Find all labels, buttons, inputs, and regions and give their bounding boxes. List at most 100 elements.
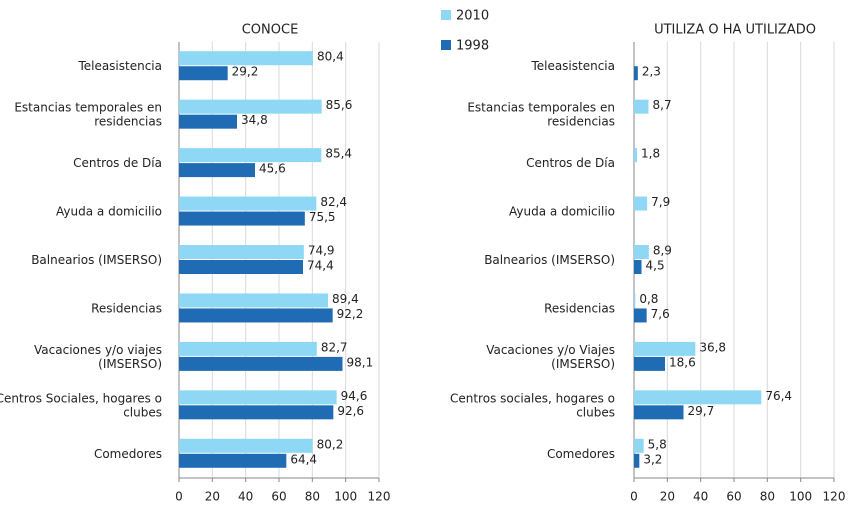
x-tick-label: 0: [630, 490, 638, 504]
data-label: 76,4: [765, 389, 792, 403]
x-tick-label: 60: [726, 490, 741, 504]
bar: [634, 293, 636, 308]
data-label: 1,8: [641, 147, 660, 161]
x-tick-label: 80: [760, 490, 775, 504]
x-tick-label: 40: [238, 490, 253, 504]
bar: [179, 211, 305, 226]
data-label: 8,9: [653, 244, 672, 258]
bar: [634, 99, 649, 114]
x-tick-label: 20: [205, 490, 220, 504]
category-label: Balnearios (IMSERSO): [484, 253, 615, 267]
data-label: 75,5: [309, 210, 336, 224]
data-label: 0,8: [639, 292, 658, 306]
data-label: 7,9: [651, 195, 670, 209]
bar: [179, 438, 313, 453]
data-label: 98,1: [347, 355, 374, 369]
data-label: 18,6: [669, 355, 696, 369]
bar: [634, 196, 648, 211]
bar: [634, 390, 762, 405]
data-label: 89,4: [332, 292, 359, 306]
x-tick-label: 120: [823, 490, 846, 504]
category-label: Centros sociales, hogares o clubes: [450, 391, 615, 419]
data-label: 29,2: [232, 65, 259, 79]
data-label: 29,7: [688, 404, 715, 418]
data-label: 45,6: [259, 162, 286, 176]
category-label: Residencias: [544, 301, 615, 315]
chart-title: UTILIZA O HA UTILIZADO: [654, 23, 816, 38]
category-label: Teleasistencia: [77, 59, 162, 73]
bar: [179, 341, 317, 356]
data-label: 82,7: [321, 340, 348, 354]
bar: [179, 356, 343, 371]
category-label: Estancias temporales en residencias: [467, 100, 615, 128]
data-label: 74,4: [307, 259, 334, 273]
bar: [179, 163, 255, 178]
x-tick-label: 100: [334, 490, 357, 504]
data-label: 4,5: [646, 259, 665, 273]
category-label: Ayuda a domicilio: [509, 204, 615, 218]
data-label: 85,4: [325, 147, 352, 161]
chart-title: CONOCE: [242, 23, 299, 38]
legend-swatch: [441, 40, 451, 50]
legend-swatch: [441, 10, 451, 20]
category-label: Centros de Día: [526, 156, 615, 170]
legend-label: 1998: [456, 39, 489, 54]
bar: [179, 148, 322, 163]
category-label: Ayuda a domicilio: [56, 204, 162, 218]
x-tick-label: 20: [660, 490, 675, 504]
data-label: 82,4: [320, 195, 347, 209]
legend-label: 2010: [456, 9, 489, 24]
bar: [179, 405, 334, 420]
category-label: Vacaciones y/o Viajes (IMSERSO): [486, 342, 615, 370]
bar: [634, 438, 644, 453]
category-label: Residencias: [91, 301, 162, 315]
data-label: 8,7: [653, 98, 672, 112]
bar: [634, 260, 642, 274]
x-tick-label: 40: [693, 490, 708, 504]
data-label: 7,6: [651, 307, 670, 321]
bar: [634, 356, 665, 371]
category-label: Comedores: [94, 446, 162, 460]
bar: [179, 293, 328, 308]
data-label: 80,2: [317, 437, 344, 451]
bar: [634, 245, 649, 259]
data-label: 3,2: [643, 452, 662, 466]
data-label: 2,3: [642, 65, 661, 79]
bar: [634, 308, 647, 323]
data-label: 36,8: [699, 340, 726, 354]
bar: [179, 245, 304, 259]
bar: [179, 99, 322, 114]
x-tick-label: 120: [368, 490, 391, 504]
data-label: 92,6: [337, 404, 364, 418]
category-label: Vacaciones y/o viajes (IMSERSO): [34, 342, 162, 370]
x-tick-label: 0: [175, 490, 183, 504]
data-label: 92,2: [337, 307, 364, 321]
bar: [179, 453, 287, 468]
data-label: 74,9: [308, 244, 335, 258]
bar: [634, 148, 637, 163]
category-label: Estancias temporales en residencias: [14, 100, 162, 128]
category-label: Centros de Día: [73, 156, 162, 170]
bar: [179, 114, 237, 129]
bar: [179, 390, 337, 405]
bar: [179, 66, 228, 81]
x-tick-label: 80: [305, 490, 320, 504]
bar: [634, 66, 638, 81]
bar: [634, 405, 684, 420]
bar: [179, 260, 303, 274]
data-label: 5,8: [648, 437, 667, 451]
bar: [634, 453, 640, 468]
data-label: 80,4: [317, 50, 344, 64]
category-label: Centros Sociales, hogares o clubes: [0, 391, 162, 419]
data-label: 64,4: [290, 452, 317, 466]
bar: [179, 308, 333, 323]
x-tick-label: 100: [789, 490, 812, 504]
bar: [634, 341, 696, 356]
category-label: Balnearios (IMSERSO): [31, 253, 162, 267]
bar: [179, 51, 313, 66]
data-label: 34,8: [241, 113, 268, 127]
x-tick-label: 60: [271, 490, 286, 504]
category-label: Comedores: [547, 446, 615, 460]
category-label: Teleasistencia: [530, 59, 615, 73]
